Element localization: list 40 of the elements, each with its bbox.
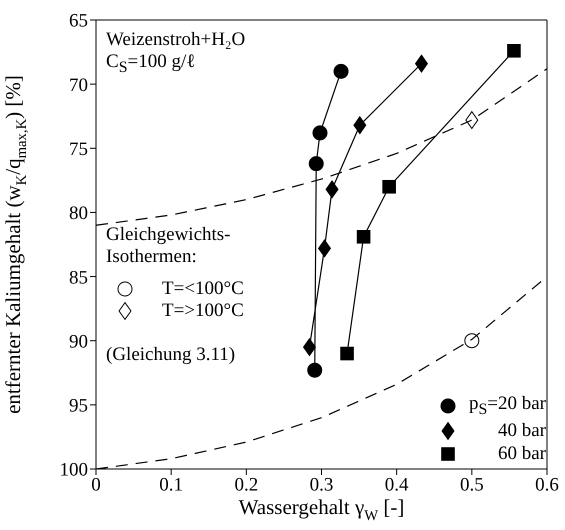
point (326, 180, 338, 198)
annotation: C$_{S}$=100 g/ℓ (106, 50, 196, 77)
y-tick-label: 100 (60, 460, 88, 481)
point (464, 333, 480, 348)
point (308, 156, 324, 172)
y-tick-label: 65 (69, 10, 88, 32)
x-tick-label: 0.3 (310, 474, 334, 496)
y-tick-label: 80 (69, 203, 88, 224)
x-axis-title: Wassergehalt γ$_{W}$ [-] (238, 495, 404, 524)
annotation: Weizenstroh+H₂O (106, 29, 246, 51)
legend-label: 60 bar (496, 443, 546, 465)
legend-label: T=<100°C (162, 278, 245, 300)
point (382, 180, 396, 194)
legend-label: p$_{S}$=20 bar (468, 393, 546, 419)
x-tick-label: 0.2 (234, 474, 258, 496)
y-tick-label: 70 (69, 74, 88, 96)
point (334, 64, 349, 79)
point (318, 239, 331, 258)
point (465, 111, 478, 129)
annotation: Gleichgewichts-Isothermen: (106, 224, 232, 268)
x-tick-label: 0.4 (384, 474, 410, 496)
x-tick-label: 0.5 (460, 474, 484, 496)
y-tick-label: 85 (69, 267, 88, 288)
legend-label: T=>100°C (162, 300, 245, 322)
annotation: (Gleichung 3.11) (106, 344, 236, 366)
point (356, 230, 370, 244)
point (507, 44, 521, 58)
legend-label: 40 bar (496, 420, 546, 442)
point (303, 338, 316, 356)
x-tick-label: 0 (91, 474, 101, 496)
point (307, 362, 322, 378)
y-tick-label: 75 (69, 139, 88, 160)
y-tick-label: 95 (69, 396, 88, 417)
point (312, 125, 328, 140)
point (340, 346, 354, 360)
point (353, 116, 366, 134)
x-tick-label: 0.1 (159, 474, 184, 496)
y-tick-label: 90 (69, 331, 88, 352)
x-tick-label: 0.6 (535, 474, 559, 496)
point (415, 54, 428, 73)
